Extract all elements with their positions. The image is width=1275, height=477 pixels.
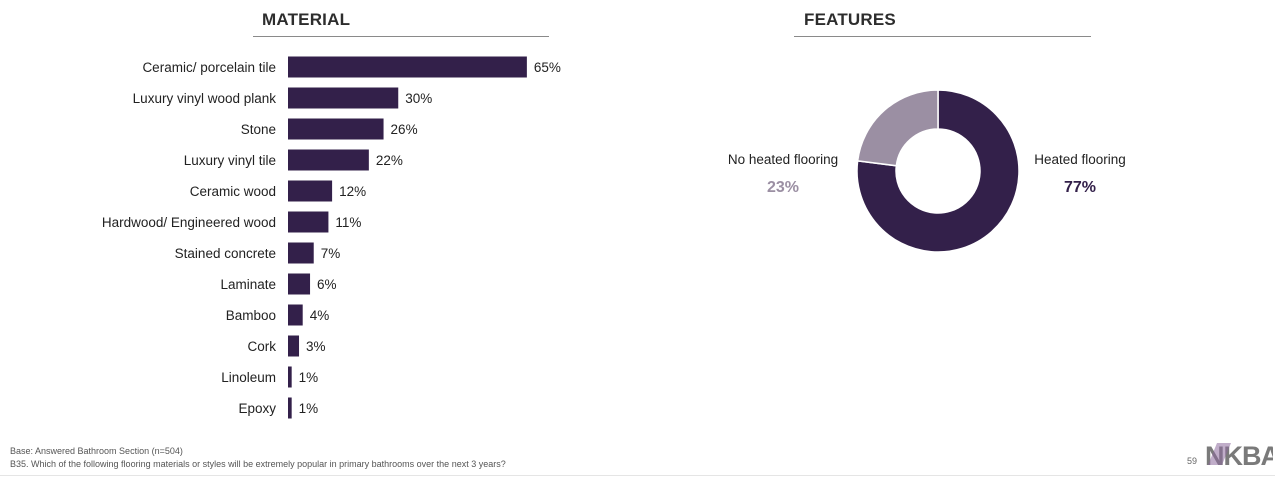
bar-value-label: 1% xyxy=(299,401,319,416)
category-label: Stained concrete xyxy=(175,246,276,261)
category-label: Bamboo xyxy=(226,308,276,323)
bar-value-label: 7% xyxy=(321,246,341,261)
footnote-question: B35. Which of the following flooring mat… xyxy=(10,459,506,469)
donut-slice xyxy=(856,89,939,167)
features-title: FEATURES xyxy=(804,10,896,29)
bar-value-label: 3% xyxy=(306,339,326,354)
bar-value-label: 65% xyxy=(534,60,561,75)
category-label: Laminate xyxy=(220,277,276,292)
slice-category-label: No heated flooring xyxy=(728,152,838,167)
bar-value-label: 26% xyxy=(391,122,418,137)
bar xyxy=(288,118,384,140)
bar xyxy=(288,149,369,171)
category-label: Epoxy xyxy=(238,401,276,416)
page-number: 59 xyxy=(1187,456,1198,466)
bar xyxy=(288,366,292,388)
bar-value-label: 11% xyxy=(335,215,361,230)
features-title-rule xyxy=(794,36,1091,37)
category-label: Luxury vinyl tile xyxy=(184,153,276,168)
bar-value-label: 12% xyxy=(339,184,366,199)
bar-value-label: 1% xyxy=(299,370,319,385)
slice-value-label: 23% xyxy=(767,179,799,196)
category-label: Hardwood/ Engineered wood xyxy=(102,215,276,230)
category-label: Luxury vinyl wood plank xyxy=(133,91,277,106)
bottom-divider xyxy=(0,475,1275,476)
bar xyxy=(288,242,314,264)
bar xyxy=(288,335,300,357)
bar xyxy=(288,180,333,202)
bar-value-label: 6% xyxy=(317,277,337,292)
bar xyxy=(288,304,303,326)
material-title: MATERIAL xyxy=(262,10,351,29)
bar-value-label: 30% xyxy=(405,91,432,106)
nkba-logo: NKBA xyxy=(1205,441,1273,468)
bar xyxy=(288,56,527,78)
bar xyxy=(288,87,399,109)
category-label: Stone xyxy=(241,122,276,137)
material-title-rule xyxy=(253,36,549,37)
bar xyxy=(288,211,329,233)
bar-value-label: 22% xyxy=(376,153,403,168)
slice-category-label: Heated flooring xyxy=(1034,152,1126,167)
category-label: Cork xyxy=(247,339,276,354)
category-label: Ceramic wood xyxy=(190,184,276,199)
donut-slice xyxy=(856,89,1020,253)
footnote-base: Base: Answered Bathroom Section (n=504) xyxy=(10,446,183,456)
slice-value-label: 77% xyxy=(1064,179,1096,196)
bar-value-label: 4% xyxy=(310,308,330,323)
category-label: Ceramic/ porcelain tile xyxy=(142,60,276,75)
bar xyxy=(288,273,311,295)
bar xyxy=(288,397,292,419)
category-label: Linoleum xyxy=(221,370,276,385)
